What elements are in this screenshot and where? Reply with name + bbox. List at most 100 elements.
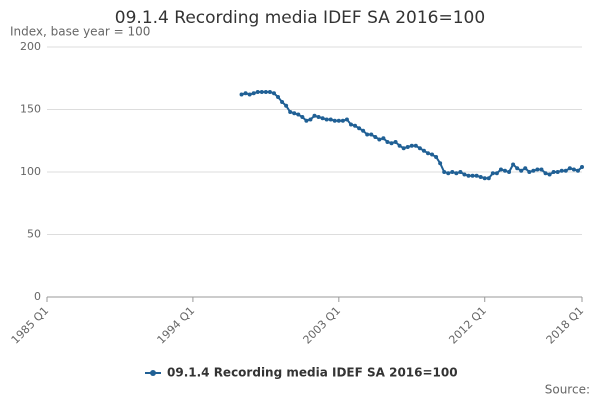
point [515, 166, 520, 171]
point [551, 170, 556, 174]
point [267, 90, 272, 94]
point [490, 171, 495, 176]
legend-marker [150, 370, 156, 376]
point [543, 171, 548, 176]
x-tick-label: 2012 Q1 [446, 304, 489, 347]
point [502, 168, 507, 173]
series-line [241, 91, 583, 180]
chart-title: 09.1.4 Recording media IDEF SA 2016=100 [115, 8, 485, 28]
point [442, 170, 447, 174]
point [276, 95, 281, 99]
point [413, 143, 418, 148]
point [373, 135, 378, 139]
point [466, 173, 471, 178]
point [417, 146, 422, 151]
x-tick-label: 1985 Q1 [9, 304, 52, 347]
point [559, 168, 564, 173]
point [263, 90, 268, 94]
point [381, 136, 386, 141]
point [280, 100, 285, 104]
point [425, 151, 430, 156]
y-tick-label: 150 [20, 103, 41, 116]
point [369, 132, 374, 137]
point [498, 167, 503, 172]
point [527, 170, 532, 174]
point [304, 118, 309, 123]
point [523, 166, 528, 171]
point [470, 173, 475, 178]
point [539, 167, 544, 172]
point [421, 148, 426, 153]
point [474, 173, 479, 178]
point [401, 146, 406, 151]
y-tick-label: 50 [27, 228, 41, 241]
point [482, 176, 487, 181]
point [348, 122, 353, 127]
point [409, 143, 414, 148]
source: Source: [545, 383, 590, 397]
point [284, 103, 289, 108]
legend-label: 09.1.4 Recording media IDEF SA 2016=100 [167, 366, 458, 380]
point [239, 92, 244, 97]
point [255, 90, 260, 94]
point [507, 170, 512, 174]
point [361, 128, 366, 133]
point [328, 117, 333, 122]
point [555, 170, 560, 174]
point [446, 171, 451, 176]
point [340, 118, 345, 123]
point [316, 115, 321, 119]
point [292, 111, 297, 116]
y-tick-label: 200 [20, 40, 41, 53]
point [438, 161, 443, 166]
point [575, 168, 580, 173]
x-tick-label: 1994 Q1 [155, 304, 198, 347]
point [300, 115, 305, 119]
point [353, 123, 358, 128]
point [393, 140, 398, 144]
point [324, 117, 329, 122]
y-tick-label: 100 [20, 165, 41, 178]
point [259, 90, 264, 94]
point [357, 126, 362, 131]
point [405, 145, 410, 149]
point [385, 140, 390, 144]
point [296, 112, 301, 117]
point [531, 168, 536, 173]
x-tick-label: 2018 Q1 [544, 304, 587, 347]
point [462, 172, 467, 177]
point [312, 113, 317, 118]
point [332, 118, 337, 123]
point [580, 165, 584, 169]
point [251, 91, 256, 96]
point [397, 143, 402, 148]
point [519, 168, 524, 173]
point [243, 91, 248, 96]
point [454, 171, 459, 176]
y-axis-label: Index, base year = 100 [10, 25, 150, 39]
point [377, 137, 382, 142]
point [288, 110, 293, 114]
point [434, 155, 439, 159]
y-tick-label: 0 [34, 290, 41, 303]
point [389, 141, 394, 146]
point [571, 167, 576, 172]
point [365, 132, 370, 137]
point [308, 117, 313, 122]
point [450, 170, 455, 174]
point [511, 162, 516, 167]
point [458, 170, 463, 174]
point [344, 117, 349, 122]
point [336, 118, 341, 123]
point [547, 172, 552, 177]
x-tick-label: 2003 Q1 [301, 304, 344, 347]
point [567, 166, 572, 171]
point [271, 91, 276, 96]
point [494, 171, 499, 176]
point [430, 152, 435, 157]
point [486, 176, 491, 181]
point [563, 168, 568, 173]
point [535, 167, 540, 172]
point [320, 116, 325, 121]
